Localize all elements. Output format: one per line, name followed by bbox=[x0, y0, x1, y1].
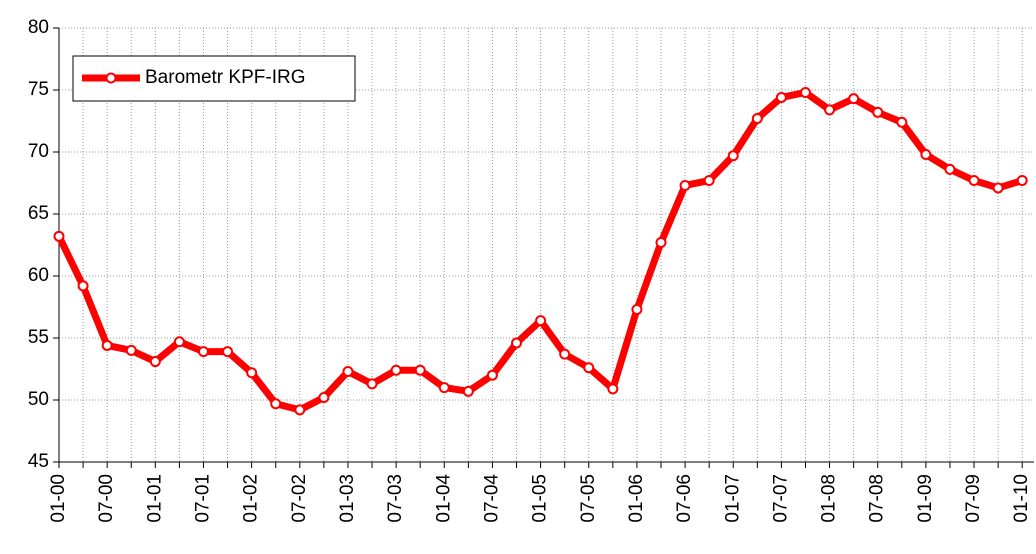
y-tick-label: 55 bbox=[28, 327, 49, 348]
x-tick-label: 01-07 bbox=[722, 474, 743, 523]
marker bbox=[438, 382, 450, 394]
marker bbox=[1016, 175, 1028, 187]
marker bbox=[173, 336, 185, 348]
marker bbox=[462, 385, 474, 397]
marker bbox=[703, 175, 715, 187]
x-tick-label: 07-00 bbox=[96, 474, 117, 523]
x-tick-label: 01-06 bbox=[626, 474, 647, 523]
marker bbox=[77, 280, 89, 292]
marker bbox=[342, 365, 354, 377]
y-tick-label: 80 bbox=[28, 17, 49, 38]
legend-marker bbox=[105, 72, 117, 84]
x-tick-label: 07-04 bbox=[481, 474, 502, 523]
marker bbox=[848, 93, 860, 105]
marker bbox=[414, 364, 426, 376]
y-tick-label: 60 bbox=[28, 265, 49, 286]
x-tick-label: 01-00 bbox=[48, 474, 69, 523]
y-tick-label: 65 bbox=[28, 203, 49, 224]
x-tick-label: 07-06 bbox=[674, 474, 695, 523]
marker bbox=[197, 346, 209, 358]
marker bbox=[318, 392, 330, 404]
x-tick-label: 01-08 bbox=[819, 474, 840, 523]
marker bbox=[824, 104, 836, 116]
marker bbox=[631, 303, 643, 315]
marker bbox=[366, 378, 378, 390]
marker bbox=[727, 150, 739, 162]
x-tick-label: 01-04 bbox=[433, 474, 454, 523]
x-tick-label: 01-02 bbox=[241, 474, 262, 523]
x-tick-label: 01-05 bbox=[530, 474, 551, 523]
marker bbox=[607, 383, 619, 395]
x-tick-label: 01-10 bbox=[1011, 474, 1032, 523]
x-tick-label: 07-07 bbox=[770, 474, 791, 523]
marker bbox=[222, 346, 234, 358]
marker bbox=[511, 337, 523, 349]
x-tick-label: 01-03 bbox=[337, 474, 358, 523]
marker bbox=[872, 106, 884, 118]
y-tick-label: 50 bbox=[28, 389, 49, 410]
y-tick-label: 70 bbox=[28, 141, 49, 162]
marker bbox=[101, 339, 113, 351]
legend-label: Barometr KPF-IRG bbox=[145, 67, 305, 88]
marker bbox=[968, 175, 980, 187]
marker bbox=[53, 230, 65, 242]
marker bbox=[655, 237, 667, 249]
marker bbox=[486, 369, 498, 381]
marker bbox=[775, 91, 787, 103]
marker bbox=[390, 364, 402, 376]
marker bbox=[751, 113, 763, 125]
marker bbox=[896, 116, 908, 128]
marker bbox=[246, 367, 258, 379]
marker bbox=[799, 86, 811, 98]
marker bbox=[294, 404, 306, 416]
x-tick-label: 01-09 bbox=[915, 474, 936, 523]
marker bbox=[559, 348, 571, 360]
marker bbox=[679, 179, 691, 191]
marker bbox=[270, 398, 282, 410]
x-tick-label: 07-05 bbox=[578, 474, 599, 523]
legend: Barometr KPF-IRG bbox=[72, 55, 356, 102]
x-tick-label: 07-01 bbox=[192, 474, 213, 523]
x-tick-label: 07-08 bbox=[867, 474, 888, 523]
marker bbox=[149, 356, 161, 368]
marker bbox=[992, 182, 1004, 194]
x-tick-label: 07-02 bbox=[289, 474, 310, 523]
marker bbox=[944, 163, 956, 175]
marker bbox=[535, 315, 547, 327]
x-tick-label: 01-01 bbox=[144, 474, 165, 523]
marker bbox=[920, 148, 932, 160]
y-tick-label: 75 bbox=[28, 79, 49, 100]
x-tick-label: 07-03 bbox=[385, 474, 406, 523]
marker bbox=[583, 362, 595, 374]
y-tick-label: 45 bbox=[28, 451, 49, 472]
marker bbox=[125, 344, 137, 356]
x-tick-label: 07-09 bbox=[963, 474, 984, 523]
